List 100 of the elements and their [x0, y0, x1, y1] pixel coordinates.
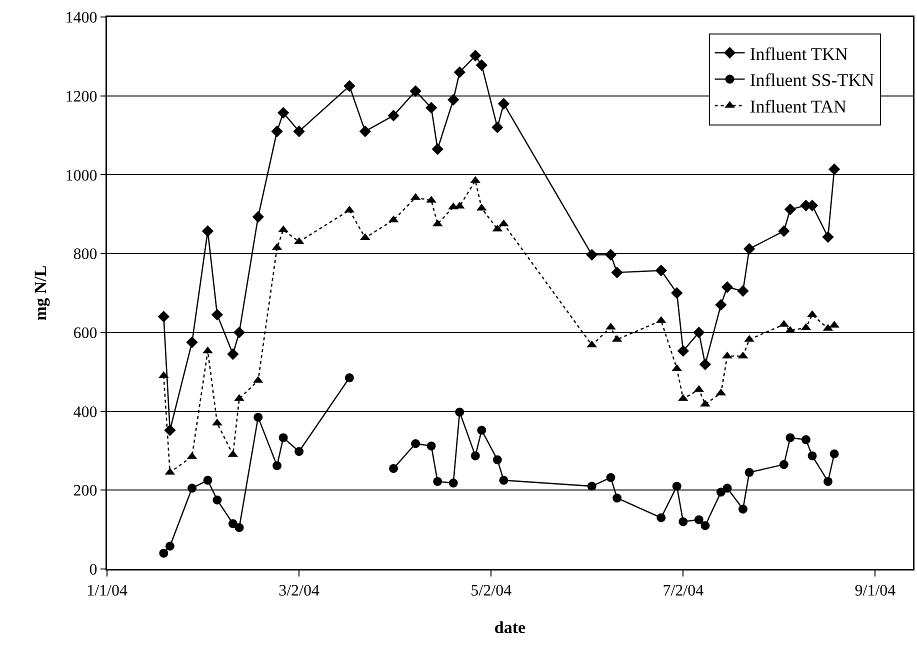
point: [737, 285, 749, 297]
y-tick-label: 0: [89, 562, 98, 579]
point: [227, 348, 239, 360]
point: [715, 298, 727, 311]
point: [410, 85, 422, 97]
point: [388, 110, 400, 122]
x-tick-label: 5/2/04: [470, 582, 512, 600]
point: [293, 125, 305, 138]
point: [801, 435, 810, 444]
y-tick-label: 200: [73, 482, 98, 500]
point: [294, 447, 304, 456]
point: [694, 515, 704, 524]
point: [233, 326, 246, 338]
point: [722, 484, 732, 493]
point: [606, 473, 616, 482]
point: [499, 476, 508, 485]
point: [202, 225, 214, 237]
point: [611, 266, 623, 278]
point: [828, 163, 840, 176]
point: [433, 476, 442, 486]
y-axis-title: mg N/L: [31, 265, 50, 321]
point: [344, 373, 354, 382]
point: [272, 461, 282, 470]
point: [656, 513, 666, 522]
x-tick-label: 1/1/04: [86, 582, 128, 600]
point: [785, 326, 796, 333]
point: [498, 98, 510, 110]
x-tick-label: 7/2/04: [662, 582, 704, 600]
point: [228, 519, 238, 528]
point: [678, 517, 688, 526]
point: [448, 478, 458, 488]
point: [202, 346, 213, 354]
point: [778, 225, 790, 237]
y-tick-label: 400: [73, 404, 98, 421]
point: [188, 484, 197, 493]
x-axis-title: date: [494, 618, 526, 637]
y-tick-label: 1200: [65, 88, 98, 106]
point: [744, 468, 754, 477]
point: [359, 125, 372, 138]
y-tick-label: 600: [73, 325, 98, 342]
point: [671, 287, 683, 299]
point: [278, 433, 288, 442]
point: [492, 122, 504, 134]
point: [786, 433, 795, 442]
point: [447, 94, 460, 106]
point: [411, 439, 420, 448]
point: [779, 460, 788, 470]
point: [743, 242, 756, 255]
point: [203, 476, 212, 485]
point: [829, 320, 840, 328]
point: [164, 424, 176, 436]
point: [586, 248, 598, 261]
point: [700, 521, 710, 530]
point: [254, 412, 263, 422]
y-tick-label: 800: [73, 246, 98, 264]
point: [655, 264, 667, 276]
y-tick-label: 1000: [65, 167, 98, 184]
point: [277, 106, 290, 119]
legend-label: Influent SS-TKN: [750, 70, 874, 90]
point: [186, 336, 198, 348]
point: [587, 482, 596, 491]
y-tick-label: 1400: [65, 10, 98, 27]
point: [693, 326, 705, 338]
point: [470, 50, 482, 62]
point: [454, 66, 466, 78]
point: [432, 143, 444, 155]
point: [784, 204, 796, 216]
point: [252, 211, 264, 223]
point: [823, 476, 832, 486]
point: [477, 426, 486, 435]
point: [830, 449, 839, 458]
point: [604, 248, 617, 261]
point: [470, 451, 480, 460]
point: [716, 488, 726, 497]
legend-label: Influent TKN: [750, 44, 848, 64]
point: [165, 542, 174, 551]
point: [699, 358, 712, 370]
point: [738, 504, 748, 514]
point: [211, 308, 224, 321]
point: [606, 322, 616, 330]
point: [721, 281, 734, 293]
point: [212, 496, 222, 504]
point: [234, 523, 244, 532]
point: [389, 464, 398, 473]
point: [159, 548, 168, 558]
point: [425, 102, 438, 114]
point: [672, 482, 682, 491]
point: [455, 408, 464, 417]
point: [612, 494, 622, 503]
point: [426, 196, 436, 203]
legend-label: Influent TAN: [750, 96, 846, 117]
point: [344, 80, 356, 92]
x-tick-label: 3/2/04: [278, 582, 320, 600]
point: [808, 451, 817, 460]
x-tick-label: 9/1/04: [854, 582, 896, 600]
point: [158, 310, 170, 323]
point: [492, 455, 502, 464]
point: [822, 231, 834, 243]
point: [271, 125, 283, 138]
point: [426, 441, 436, 450]
